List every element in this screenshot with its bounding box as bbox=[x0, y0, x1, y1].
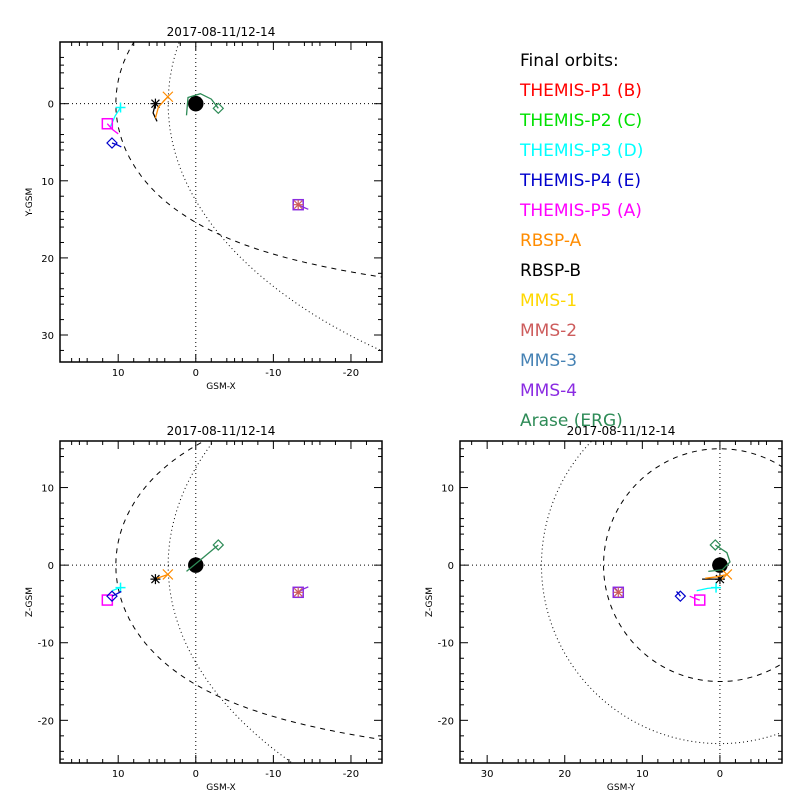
x-tick-label: 10 bbox=[112, 769, 125, 780]
bow-shock-curve bbox=[541, 441, 782, 745]
x-tick-label: -20 bbox=[343, 769, 359, 780]
y-tick-label: 10 bbox=[441, 484, 454, 495]
legend-item: MMS-4 bbox=[520, 381, 578, 401]
legend-item: THEMIS-P5 (A) bbox=[520, 201, 642, 221]
spacecraft-marker bbox=[613, 587, 624, 598]
x-tick-label: 10 bbox=[636, 769, 649, 780]
spacecraft-marker bbox=[714, 574, 725, 585]
spacecraft-marker bbox=[694, 594, 706, 606]
orbit-trail bbox=[152, 103, 158, 122]
y-tick-label: 0 bbox=[448, 561, 454, 572]
legend-item: Arase (ERG) bbox=[520, 411, 623, 431]
orbit-trail bbox=[154, 96, 169, 119]
orbit-trail bbox=[676, 591, 681, 597]
x-tick-label: -20 bbox=[343, 368, 359, 379]
panel-title: 2017-08-11/12-14 bbox=[167, 424, 276, 438]
bow-shock-curve bbox=[167, 42, 382, 352]
legend-item: MMS-2 bbox=[520, 321, 578, 341]
legend-item: MMS-1 bbox=[520, 291, 578, 311]
panel-0: 2017-08-11/12-14 10 0 -10 -20 0 10 20 30 GSM-X Y-G… bbox=[25, 25, 383, 392]
spacecraft-marker bbox=[115, 102, 126, 113]
y-tick-label: 10 bbox=[41, 177, 54, 188]
orbit-trail bbox=[185, 93, 219, 116]
legend-item: THEMIS-P4 (E) bbox=[520, 171, 641, 191]
spacecraft-marker bbox=[162, 91, 174, 103]
x-tick-label: 20 bbox=[558, 769, 571, 780]
earth-marker bbox=[188, 95, 204, 112]
spacecraft-marker bbox=[711, 582, 722, 593]
legend-item: THEMIS-P1 (B) bbox=[520, 81, 642, 101]
spacecraft-marker bbox=[101, 117, 114, 130]
y-axis-label: Z-GSM bbox=[25, 587, 35, 617]
legend-item: RBSP-B bbox=[520, 261, 582, 281]
plot-frame bbox=[459, 440, 783, 764]
orbit-trail bbox=[186, 544, 219, 572]
y-tick-label: 30 bbox=[41, 331, 54, 342]
plot-frame bbox=[59, 440, 383, 764]
y-tick-label: 0 bbox=[48, 561, 54, 572]
y-tick-label: -10 bbox=[438, 639, 454, 650]
x-tick-label: 0 bbox=[193, 368, 199, 379]
panel-title: 2017-08-11/12-14 bbox=[167, 25, 276, 39]
y-axis-label: Z-GSM bbox=[425, 587, 435, 617]
orbit-trail bbox=[156, 573, 169, 579]
y-tick-label: -20 bbox=[38, 716, 54, 727]
plot-area bbox=[60, 42, 382, 362]
x-tick-label: -10 bbox=[265, 368, 281, 379]
spacecraft-marker bbox=[106, 590, 118, 603]
panel-1: 2017-08-11/12-14 10 0 -10 -20 10 0 -10 -20 GSM-X Z… bbox=[25, 424, 383, 793]
x-axis-label: GSM-X bbox=[206, 783, 235, 793]
x-tick-label: 0 bbox=[193, 769, 199, 780]
spacecraft-marker bbox=[212, 102, 225, 115]
y-tick-label: 0 bbox=[48, 100, 54, 111]
orbit-trail bbox=[705, 573, 728, 579]
spacecraft-marker bbox=[106, 137, 118, 149]
legend-items: THEMIS-P1 (B) THEMIS-P2 (C) THEMIS-P3 (D) T… bbox=[520, 76, 643, 436]
spacecraft-marker bbox=[212, 539, 225, 551]
y-tick-label: 10 bbox=[41, 484, 54, 495]
panel-title: 2017-08-11/12-14 bbox=[567, 424, 676, 438]
legend-item: THEMIS-P3 (D) bbox=[520, 141, 644, 161]
plot-area bbox=[60, 441, 382, 763]
y-tick-label: -20 bbox=[438, 716, 454, 727]
spacecraft-marker bbox=[162, 569, 174, 580]
spacecraft-marker bbox=[115, 582, 126, 593]
x-axis-label: GSM-Y bbox=[607, 783, 636, 793]
bow-shock-curve bbox=[167, 441, 294, 763]
orbit-trail bbox=[111, 142, 122, 148]
legend-title: Final orbits: bbox=[520, 51, 619, 71]
legend-item: RBSP-A bbox=[520, 231, 582, 251]
x-tick-label: 10 bbox=[112, 368, 125, 379]
y-tick-label: -10 bbox=[38, 639, 54, 650]
spacecraft-marker bbox=[150, 574, 161, 585]
plot-frame bbox=[59, 41, 383, 363]
y-axis-label: Y-GSM bbox=[25, 188, 35, 217]
spacecraft-marker bbox=[674, 590, 687, 603]
x-tick-label: 0 bbox=[717, 769, 723, 780]
spacecraft-marker bbox=[721, 569, 733, 580]
spacecraft-marker bbox=[709, 539, 722, 551]
plot-area bbox=[460, 441, 782, 763]
orbit-trail bbox=[708, 544, 731, 573]
magnetopause-curve bbox=[603, 448, 782, 682]
x-tick-label: -10 bbox=[265, 769, 281, 780]
legend-item: MMS-3 bbox=[520, 351, 578, 371]
legend-item: THEMIS-P2 (C) bbox=[520, 111, 643, 131]
legend: Final orbits: THEMIS-P1 (B) THEMIS-P2 (C)… bbox=[520, 46, 643, 436]
spacecraft-marker bbox=[293, 199, 304, 210]
x-axis-label: GSM-X bbox=[206, 382, 235, 392]
x-tick-label: 30 bbox=[481, 769, 494, 780]
y-tick-label: 20 bbox=[41, 254, 54, 265]
panel-2: 2017-08-11/12-14 30 20 10 0 10 0 -10 -20 GSM-Y Z-G… bbox=[425, 424, 783, 793]
spacecraft-marker bbox=[150, 98, 161, 109]
orbit-trail bbox=[111, 590, 122, 597]
magnetopause-curve bbox=[115, 42, 382, 278]
spacecraft-marker bbox=[293, 587, 304, 598]
